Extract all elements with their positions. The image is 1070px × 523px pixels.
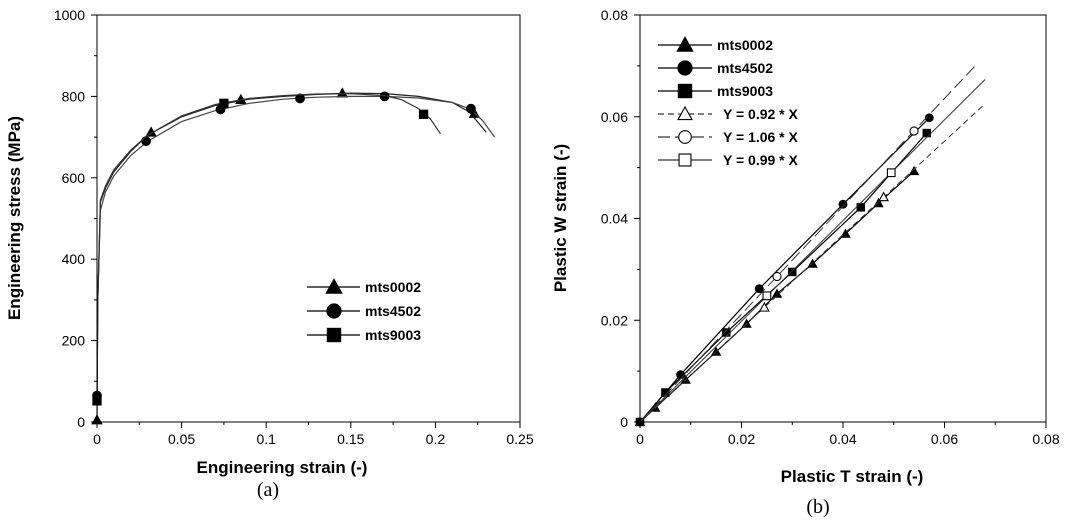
plastic-strain-point-mts4502 bbox=[839, 200, 847, 208]
plastic-strain-legend-label: Y = 0.99 * X bbox=[723, 152, 799, 168]
plastic-strain-point-mts9003 bbox=[788, 268, 796, 276]
stress-strain-xlabel: Engineering strain (-) bbox=[197, 458, 368, 477]
plastic-strain-fit-line bbox=[640, 104, 985, 422]
plastic-strain-xtick-label: 0.06 bbox=[931, 431, 958, 447]
stress-strain-series-mts4502 bbox=[93, 92, 495, 400]
stress-strain-xtick-label: 0.05 bbox=[168, 431, 195, 447]
stress-strain-axes: 0 0.05 0.1 0.15 0.2 0.25 0 200 400 600 800 1000 bbox=[54, 7, 534, 447]
stress-strain-chart: 0 0.05 0.1 0.15 0.2 0.25 0 200 400 600 800 1000 mts… bbox=[5, 7, 534, 501]
stress-strain-ylabel: Engineering stress (MPa) bbox=[5, 116, 24, 320]
stress-strain-legend-marker bbox=[327, 304, 341, 318]
stress-strain-line-mts4502 bbox=[97, 96, 495, 397]
plastic-strain-legend-label: mts9003 bbox=[717, 83, 773, 99]
stress-strain-plot-frame bbox=[97, 15, 520, 422]
stress-strain-legend: mts0002 mts4502 mts9003 bbox=[307, 279, 421, 343]
plastic-strain-fit-point bbox=[763, 292, 771, 300]
stress-strain-point-mts4502 bbox=[142, 137, 151, 146]
panel-b-caption: (b) bbox=[806, 496, 829, 518]
plastic-strain-fit-line bbox=[640, 80, 985, 422]
plastic-strain-xtick-label: 0 bbox=[636, 431, 644, 447]
plastic-strain-legend-label: Y = 1.06 * X bbox=[723, 129, 799, 145]
plastic-strain-legend-marker bbox=[678, 84, 692, 98]
plastic-strain-point-mts0002 bbox=[910, 167, 919, 175]
stress-strain-ytick-label: 0 bbox=[77, 414, 85, 430]
plastic-strain-fit-point bbox=[879, 193, 888, 201]
stress-strain-xtick-label: 0.2 bbox=[426, 431, 446, 447]
plastic-strain-legend-label: mts0002 bbox=[717, 37, 773, 53]
stress-strain-ytick-label: 600 bbox=[62, 170, 86, 186]
stress-strain-legend-label: mts4502 bbox=[365, 303, 421, 319]
plastic-strain-xtick-label: 0.04 bbox=[829, 431, 856, 447]
stress-strain-ytick-label: 200 bbox=[62, 333, 86, 349]
stress-strain-point-mts9003 bbox=[419, 110, 428, 119]
plastic-strain-fit-point bbox=[773, 272, 781, 280]
stress-strain-ytick-label: 400 bbox=[62, 251, 86, 267]
stress-strain-point-mts4502 bbox=[466, 104, 475, 113]
plastic-strain-ytick-label: 0.08 bbox=[601, 7, 628, 23]
plastic-strain-legend-label: Y = 0.92 * X bbox=[723, 106, 799, 122]
plastic-strain-point-mts9003 bbox=[857, 203, 865, 211]
plastic-strain-series-Y = 0.92 * X bbox=[640, 104, 985, 422]
plastic-strain-chart: 0 0.02 0.04 0.06 0.08 0 0.02 0.04 0.06 0.08 mts00… bbox=[551, 7, 1060, 518]
plastic-strain-fit-point bbox=[910, 127, 918, 135]
stress-strain-xtick-label: 0.15 bbox=[337, 431, 364, 447]
plastic-strain-ytick-label: 0.06 bbox=[601, 109, 628, 125]
plastic-strain-xlabel: Plastic T strain (-) bbox=[781, 467, 924, 486]
plastic-strain-ytick-label: 0.02 bbox=[601, 312, 628, 328]
stress-strain-legend-marker bbox=[326, 279, 342, 293]
plastic-strain-legend-marker bbox=[678, 107, 692, 120]
plastic-strain-legend-marker bbox=[678, 61, 692, 75]
plastic-strain-legend-marker bbox=[679, 131, 692, 144]
stress-strain-point-mts0002 bbox=[337, 88, 347, 97]
plastic-strain-legend-label: mts4502 bbox=[717, 60, 773, 76]
plastic-strain-fit-point bbox=[887, 169, 895, 177]
stress-strain-xtick-label: 0 bbox=[93, 431, 101, 447]
stress-strain-xtick-label: 0.25 bbox=[506, 431, 533, 447]
stress-strain-point-mts9003 bbox=[220, 99, 229, 108]
plastic-strain-legend: mts0002 mts4502 mts9003 Y = 0.92 * X Y = 1.0… bbox=[658, 37, 799, 168]
plastic-strain-series-Y = 0.99 * X bbox=[640, 80, 985, 422]
stress-strain-xtick-label: 0.1 bbox=[256, 431, 276, 447]
plastic-strain-legend-marker bbox=[679, 154, 691, 166]
plastic-strain-ylabel: Plastic W strain (-) bbox=[551, 144, 570, 292]
stress-strain-legend-marker bbox=[327, 328, 341, 342]
stress-strain-ytick-label: 800 bbox=[62, 88, 86, 104]
plastic-strain-ytick-label: 0.04 bbox=[601, 211, 628, 227]
plastic-strain-legend-marker bbox=[677, 37, 693, 51]
plastic-strain-ytick-label: 0 bbox=[620, 414, 628, 430]
stress-strain-line-mts0002 bbox=[97, 93, 486, 422]
stress-strain-plot-area bbox=[92, 88, 495, 424]
stress-strain-ytick-label: 1000 bbox=[54, 7, 85, 23]
plastic-strain-axes: 0 0.02 0.04 0.06 0.08 0 0.02 0.04 0.06 0.08 bbox=[601, 7, 1060, 447]
plastic-strain-xtick-label: 0.08 bbox=[1032, 431, 1059, 447]
panel-a-caption: (a) bbox=[257, 479, 279, 501]
stress-strain-series-mts0002 bbox=[92, 88, 486, 424]
stress-strain-legend-label: mts0002 bbox=[365, 279, 421, 295]
plastic-strain-point-mts9003 bbox=[923, 129, 931, 137]
plastic-strain-xtick-label: 0.02 bbox=[728, 431, 755, 447]
stress-strain-legend-label: mts9003 bbox=[365, 327, 421, 343]
